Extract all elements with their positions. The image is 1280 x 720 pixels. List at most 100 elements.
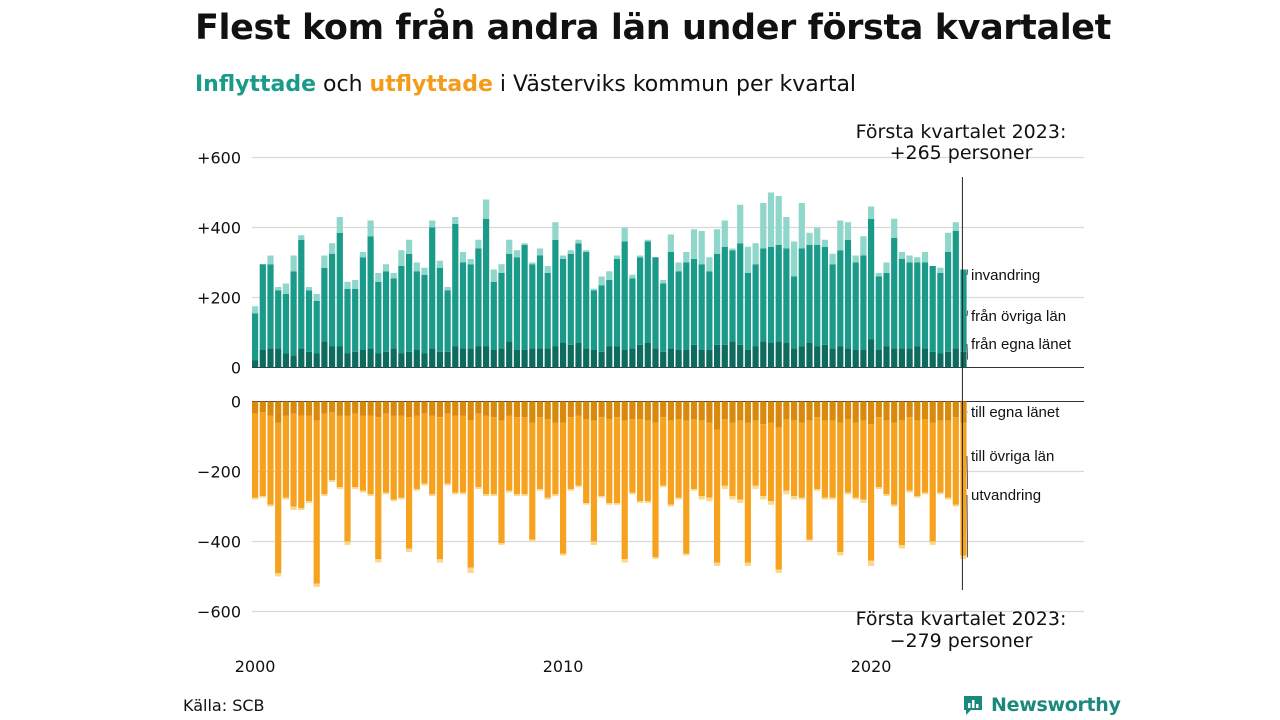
bar-out-own-county: [467, 401, 474, 421]
bar-out-own-county: [275, 401, 282, 423]
segment-label-top: från övriga län: [971, 308, 1066, 325]
bar-out-other-counties: [721, 419, 728, 486]
bar-in-immigration: [683, 252, 690, 263]
bar-in-own-county: [583, 348, 590, 368]
bar-out-emigration: [267, 504, 274, 507]
bar-out-other-counties: [252, 413, 259, 498]
bar-in-own-county: [698, 350, 705, 368]
bar-out-other-counties: [398, 415, 405, 498]
segment-label-bottom: till egna länet: [971, 404, 1060, 421]
y-tick-label-top: +600: [197, 149, 241, 168]
bar-out-emigration: [860, 499, 867, 503]
bar-in-immigration: [359, 252, 366, 258]
bar-in-own-county: [367, 348, 374, 368]
bar-in-own-county: [721, 344, 728, 368]
bar-out-other-counties: [760, 424, 767, 496]
bar-out-emigration: [791, 496, 798, 500]
bar-in-own-county: [390, 348, 397, 368]
bar-out-emigration: [452, 492, 459, 495]
x-tick-label: 2020: [851, 657, 892, 676]
subtitle-and-text: och: [316, 72, 370, 97]
bar-in-immigration: [868, 206, 875, 219]
bar-out-own-county: [506, 401, 513, 416]
bar-in-own-county: [952, 348, 959, 368]
axes: +600 +400 +200 0 0 −200 −400 −600 2000 2010 2020: [197, 149, 963, 676]
bar-in-own-county: [706, 350, 713, 368]
bar-out-other-counties: [390, 415, 397, 500]
bar-out-other-counties: [521, 417, 528, 495]
bar-in-own-county: [513, 350, 520, 368]
bar-out-other-counties: [282, 415, 289, 498]
bar-in-other-counties: [259, 264, 266, 350]
bar-in-other-counties: [945, 252, 952, 352]
bar-in-own-county: [783, 343, 790, 368]
bar-in-own-county: [744, 350, 751, 368]
bar-out-other-counties: [675, 419, 682, 498]
bar-out-own-county: [952, 401, 959, 418]
bar-out-other-counties: [937, 420, 944, 493]
bar-in-immigration: [891, 218, 898, 238]
bar-in-other-counties: [344, 288, 351, 354]
bar-out-emigration: [513, 494, 520, 496]
bar-out-own-county: [667, 401, 674, 421]
bar-out-emigration: [675, 497, 682, 500]
bar-in-other-counties: [498, 273, 505, 349]
bar-in-other-counties: [775, 245, 782, 342]
bar-in-immigration: [690, 229, 698, 259]
bar-in-other-counties: [298, 239, 305, 349]
bar-out-own-county: [598, 401, 605, 418]
bar-in-own-county: [375, 353, 382, 368]
bar-in-own-county: [329, 346, 336, 368]
bar-in-own-county: [421, 353, 428, 368]
bar-out-own-county: [737, 401, 744, 421]
bar-out-own-county: [760, 401, 767, 425]
x-tick-label: 2000: [235, 657, 276, 676]
bar-in-own-county: [536, 348, 544, 368]
bar-in-other-counties: [952, 231, 959, 349]
bar-out-emigration: [429, 494, 436, 496]
bar-in-other-counties: [513, 257, 520, 350]
bar-in-other-counties: [821, 246, 828, 345]
bar-out-emigration: [583, 503, 590, 505]
bar-in-other-counties: [329, 253, 336, 347]
bar-out-other-counties: [267, 415, 274, 505]
bar-out-emigration: [960, 555, 967, 559]
bar-out-own-county: [529, 401, 536, 423]
bar-out-other-counties: [483, 415, 490, 495]
bar-out-emigration: [398, 497, 405, 500]
bar-in-immigration: [613, 255, 621, 259]
bar-in-immigration: [398, 250, 405, 266]
bar-out-own-county: [929, 401, 936, 423]
bar-out-own-county: [359, 401, 366, 416]
newsworthy-logo[interactable]: Newsworthy: [961, 693, 1121, 717]
bar-out-own-county: [844, 401, 852, 419]
bar-out-other-counties: [436, 417, 443, 559]
bar-in-other-counties: [267, 264, 274, 349]
bar-in-other-counties: [752, 264, 759, 347]
bar-out-other-counties: [459, 415, 467, 493]
bar-in-other-counties: [714, 253, 721, 345]
bar-in-own-county: [344, 353, 351, 368]
bar-in-other-counties: [929, 266, 936, 352]
bar-out-emigration: [483, 494, 490, 496]
bar-out-other-counties: [406, 417, 413, 549]
bar-in-own-county: [806, 343, 813, 368]
bar-in-immigration: [575, 239, 582, 244]
bar-in-immigration: [567, 250, 574, 254]
bar-out-other-counties: [583, 419, 590, 503]
bar-in-other-counties: [860, 255, 867, 350]
bar-out-own-county: [367, 401, 374, 416]
label-leader-top: [966, 343, 968, 360]
bar-out-own-county: [513, 401, 520, 418]
bar-out-other-counties: [490, 417, 497, 495]
bar-in-immigration: [536, 248, 544, 256]
segment-label-top: från egna länet: [971, 336, 1072, 353]
bar-out-emigration: [868, 560, 875, 566]
bar-out-own-county: [329, 401, 336, 412]
bar-out-emigration: [606, 503, 613, 505]
bar-out-other-counties: [298, 415, 305, 509]
bar-in-other-counties: [837, 250, 844, 347]
bar-in-other-counties: [436, 267, 443, 352]
bar-out-other-counties: [629, 419, 636, 493]
bar-in-other-counties: [791, 276, 798, 349]
